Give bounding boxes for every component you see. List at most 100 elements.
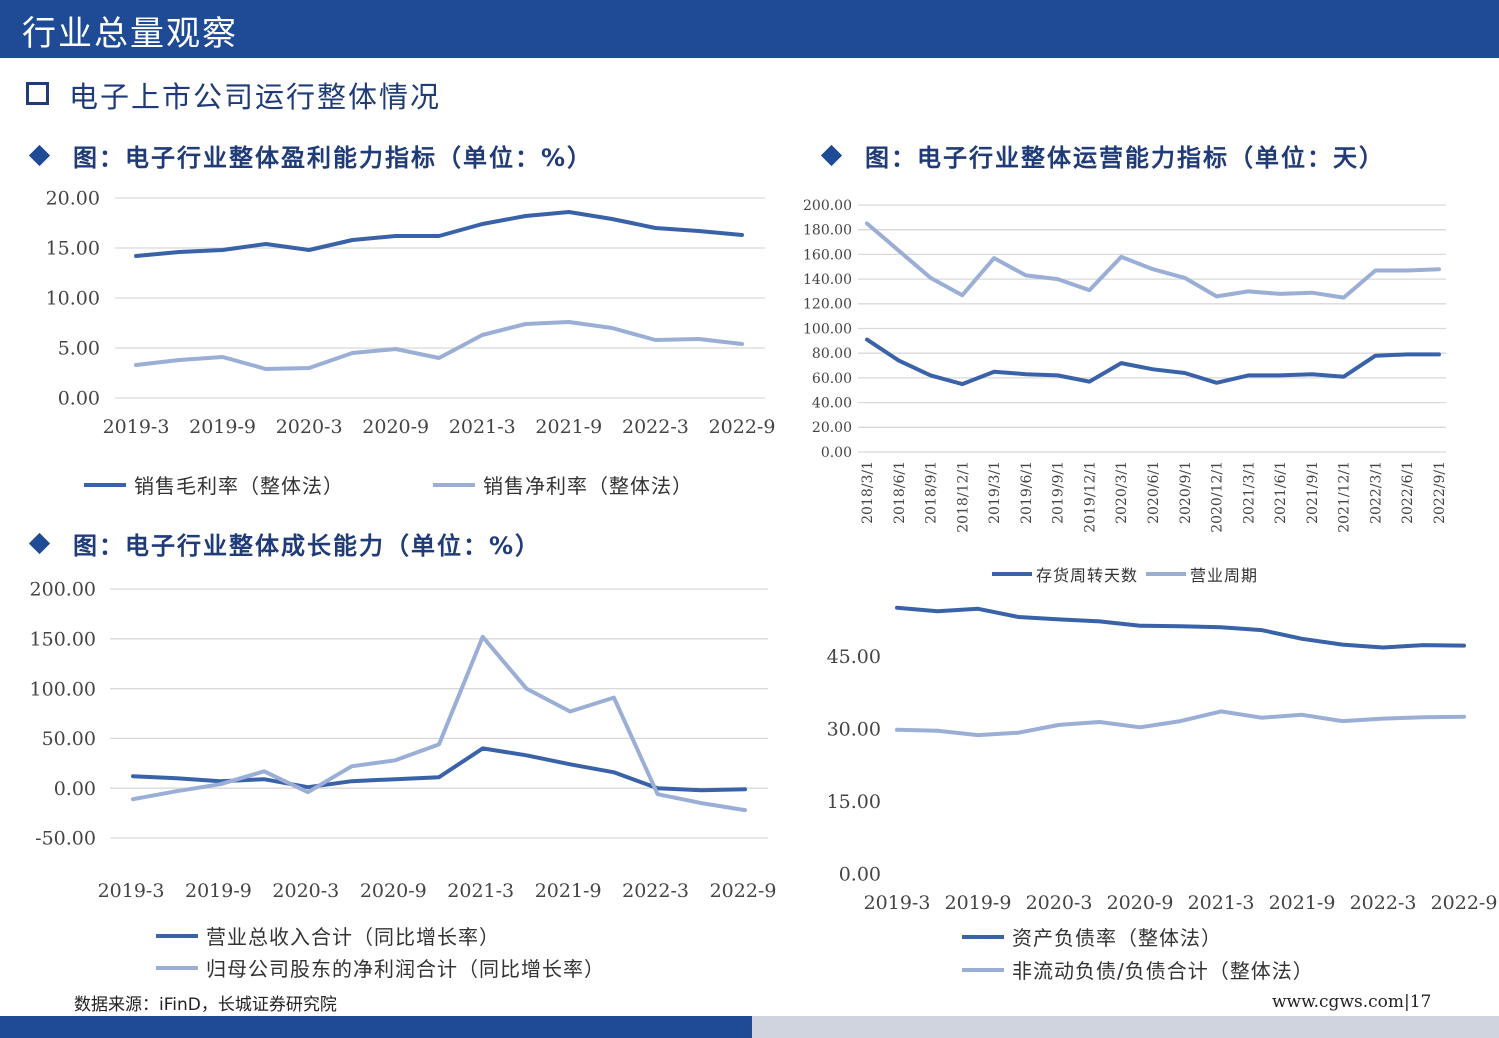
- x-tick-label: 2020-3: [1026, 892, 1093, 914]
- top-banner: 行业总量观察: [0, 0, 1499, 58]
- y-tick-label: 20.00: [812, 420, 852, 436]
- x-tick-label: 2019/3/1: [987, 461, 1003, 524]
- y-tick-label: 200.00: [803, 198, 852, 214]
- footer-bar: [0, 1016, 752, 1038]
- y-tick-label: 120.00: [803, 297, 852, 313]
- y-tick-label: 0.00: [58, 388, 100, 410]
- x-tick-label: 2019-9: [945, 892, 1012, 914]
- y-tick-label: 20.00: [46, 188, 100, 210]
- legend-swatch: [156, 966, 198, 970]
- x-tick-label: 2019-3: [103, 416, 170, 438]
- chart-title-operation: 图：电子行业整体运营能力指标（单位：天）: [818, 138, 1385, 173]
- x-tick-label: 2020/9/1: [1178, 461, 1194, 524]
- series-line-2: [865, 221, 1441, 300]
- legend-item-gross-margin: 销售毛利率（整体法）: [84, 470, 344, 499]
- x-tick-label: 2022-9: [1431, 892, 1498, 914]
- x-tick-label: 2019-9: [185, 880, 252, 902]
- x-tick-label: 2022-9: [709, 416, 776, 438]
- legend-label: 营业总收入合计（同比增长率）: [206, 925, 500, 949]
- x-tick-label: 2020-3: [272, 880, 339, 902]
- x-tick-label: 2021-3: [1188, 892, 1255, 914]
- x-tick-label: 2021/6/1: [1273, 461, 1289, 524]
- x-tick-label: 2021-3: [447, 880, 514, 902]
- x-tick-label: 2020-3: [276, 416, 343, 438]
- x-tick-label: 2018/3/1: [860, 461, 876, 524]
- chart-title-profit-text: 图：电子行业整体盈利能力指标（单位：%）: [73, 144, 594, 172]
- x-tick-label: 2019-3: [864, 892, 931, 914]
- y-tick-label: 30.00: [827, 718, 881, 740]
- series-line-1: [134, 210, 744, 258]
- y-tick-label: 10.00: [46, 288, 100, 310]
- x-tick-label: 2021-9: [535, 880, 602, 902]
- x-tick-label: 2020-9: [360, 880, 427, 902]
- legend-swatch: [962, 935, 1004, 939]
- y-tick-label: 50.00: [42, 728, 96, 750]
- x-tick-label: 2020/12/1: [1210, 461, 1226, 533]
- legend-item-debt-ratio: 资产负债率（整体法）: [962, 922, 1222, 951]
- y-tick-label: 15.00: [46, 238, 100, 260]
- x-tick-label: 2019-3: [98, 880, 165, 902]
- legend-item-inventory-days: 存货周转天数: [992, 562, 1138, 586]
- chart-title-profit: 图：电子行业整体盈利能力指标（单位：%）: [26, 138, 593, 173]
- legend-label: 归母公司股东的净利润合计（同比增长率）: [206, 957, 605, 981]
- y-tick-label: 0.00: [839, 864, 881, 886]
- legend-item-net-margin: 销售净利率（整体法）: [433, 470, 693, 499]
- chart-title-operation-text: 图：电子行业整体运营能力指标（单位：天）: [865, 144, 1385, 172]
- x-tick-label: 2019-9: [189, 416, 256, 438]
- y-tick-label: 40.00: [812, 396, 852, 412]
- chart-title-growth: 图：电子行业整体成长能力（单位：%）: [26, 526, 541, 561]
- x-tick-label: 2020-9: [1107, 892, 1174, 914]
- series-line-2: [134, 320, 744, 371]
- legend-label: 非流动负债/负债合计（整体法）: [1012, 959, 1314, 983]
- data-source: 数据来源：iFinD，长城证券研究院: [74, 995, 337, 1015]
- y-tick-label: 200.00: [30, 579, 96, 601]
- x-tick-label: 2022/9/1: [1432, 461, 1448, 524]
- y-tick-label: 15.00: [827, 791, 881, 813]
- x-tick-label: 2020-9: [362, 416, 429, 438]
- footer-bar-secondary: [752, 1016, 1499, 1038]
- legend-label: 资产负债率（整体法）: [1012, 926, 1222, 950]
- legend-swatch: [962, 968, 1004, 972]
- x-tick-label: 2021-9: [1269, 892, 1336, 914]
- y-tick-label: 0.00: [821, 445, 852, 461]
- legend-swatch: [1146, 572, 1186, 576]
- legend-item-revenue-growth: 营业总收入合计（同比增长率）: [156, 921, 500, 950]
- legend-swatch: [433, 483, 475, 487]
- x-tick-label: 2022/3/1: [1368, 461, 1384, 524]
- y-tick-label: 5.00: [58, 338, 100, 360]
- series-line-1: [865, 337, 1441, 387]
- y-tick-label: 100.00: [30, 678, 96, 700]
- y-tick-label: 150.00: [30, 628, 96, 650]
- y-tick-label: 160.00: [803, 247, 852, 263]
- x-tick-label: 2021-3: [449, 416, 516, 438]
- legend-swatch: [156, 934, 198, 938]
- series-line-1: [895, 605, 1466, 650]
- y-tick-label: 180.00: [803, 223, 852, 239]
- x-tick-label: 2018/6/1: [892, 461, 908, 524]
- y-tick-label: 45.00: [827, 646, 881, 668]
- chart-title-growth-text: 图：电子行业整体成长能力（单位：%）: [73, 532, 542, 560]
- x-tick-label: 2018/12/1: [955, 461, 971, 533]
- y-tick-label: 0.00: [54, 778, 96, 800]
- y-tick-label: -50.00: [35, 828, 96, 850]
- x-tick-label: 2019/12/1: [1082, 461, 1098, 533]
- legend-item-operating-cycle: 营业周期: [1146, 562, 1258, 586]
- section-title: 电子上市公司运行整体情况: [69, 80, 442, 114]
- x-tick-label: 2021/3/1: [1241, 461, 1257, 524]
- legend-item-noncurrent-ratio: 非流动负债/负债合计（整体法）: [962, 955, 1314, 984]
- x-tick-label: 2019/6/1: [1019, 461, 1035, 524]
- x-tick-label: 2021/9/1: [1305, 461, 1321, 524]
- y-tick-label: 60.00: [812, 371, 852, 387]
- legend-label: 存货周转天数: [1036, 566, 1139, 585]
- x-tick-label: 2020/3/1: [1114, 461, 1130, 524]
- x-tick-label: 2022-3: [622, 416, 689, 438]
- x-tick-label: 2021-9: [535, 416, 602, 438]
- series-line-2: [131, 634, 747, 813]
- legend-swatch: [84, 483, 126, 487]
- x-tick-label: 2021/12/1: [1337, 461, 1353, 533]
- y-tick-label: 100.00: [803, 321, 852, 337]
- legend-label: 销售净利率（整体法）: [483, 474, 693, 498]
